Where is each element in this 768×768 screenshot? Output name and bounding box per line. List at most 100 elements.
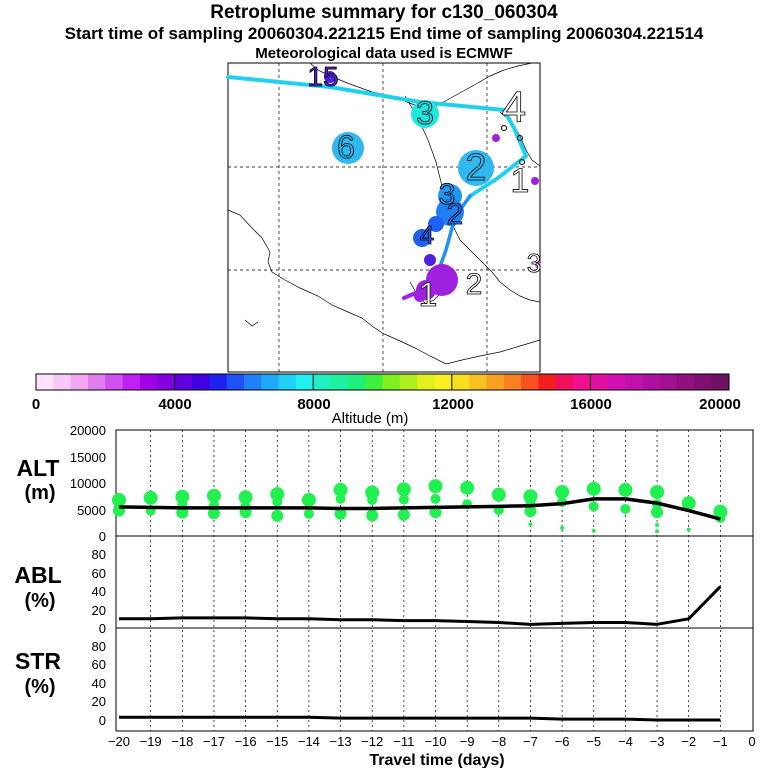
x-tick-label: −2	[681, 734, 696, 749]
map-label: 2	[447, 198, 464, 231]
abl-y-tick-label: 60	[92, 566, 106, 581]
plume-bubble	[411, 100, 439, 128]
colorbar-swatch	[590, 374, 609, 390]
coastline	[227, 209, 541, 365]
altitude-bubble	[655, 522, 660, 527]
abl-axis-unit: (%)	[24, 590, 55, 612]
colorbar-swatch	[555, 374, 574, 390]
altitude-bubble	[206, 488, 221, 503]
abl-line	[119, 585, 722, 626]
map-frame	[227, 62, 541, 373]
x-tick-label: −4	[618, 734, 633, 749]
str-axis-label: STR	[15, 648, 61, 674]
x-tick-label: −11	[393, 734, 414, 749]
colorbar-swatch	[538, 374, 557, 390]
alt-y-tick-label: 10000	[70, 476, 106, 491]
altitude-bubble	[143, 490, 158, 505]
alt-y-tick-label: 15000	[70, 450, 106, 465]
altitude-bubble	[366, 509, 379, 522]
altitude-bubble	[207, 507, 220, 520]
x-tick-label: −13	[330, 734, 352, 749]
altitude-bubble	[396, 482, 411, 497]
plume-bubble	[413, 229, 431, 247]
mean-altitude-line	[118, 497, 721, 521]
altitude-bubble	[272, 496, 283, 507]
plume-bubble	[492, 134, 500, 142]
altitude-bubble	[586, 481, 601, 496]
colorbar-tick-label: 8000	[297, 396, 330, 413]
plume-bubble	[414, 290, 426, 302]
met-data-note: Meteorological data used is ECMWF	[255, 45, 513, 62]
str-y-tick-label: 0	[99, 713, 106, 728]
altitude-bubble	[555, 485, 570, 500]
colorbar-swatch	[451, 374, 470, 390]
colorbar-title: Altitude (m)	[332, 410, 409, 427]
altitude-bubble	[398, 494, 409, 505]
altitude-bubble	[591, 528, 596, 533]
x-tick-label: −12	[361, 734, 383, 749]
x-tick-label: −17	[203, 734, 225, 749]
x-tick-label: −8	[491, 734, 506, 749]
plume-bubble	[332, 132, 364, 164]
plume-bubble	[436, 198, 464, 226]
str-label: STR (%)	[15, 648, 61, 698]
altitude-colorbar	[35, 373, 730, 391]
colorbar-swatch	[53, 374, 72, 390]
colorbar-tick-label: 0	[32, 396, 40, 413]
map-label: 2	[465, 147, 486, 189]
x-tick-label: −15	[266, 734, 288, 749]
altitude-bubble	[238, 490, 253, 505]
map-label: 15	[307, 61, 338, 92]
trajectory-segment	[226, 75, 528, 198]
x-tick-label: −14	[298, 734, 320, 749]
colorbar-swatch	[694, 374, 713, 390]
plume-bubble	[531, 177, 539, 185]
x-axis-title: Travel time (days)	[369, 752, 504, 768]
plume-bubble	[424, 254, 436, 266]
vertical-gridlines	[150, 430, 721, 731]
colorbar-swatch	[399, 374, 418, 390]
colorbar-swatch	[659, 374, 678, 390]
altitude-bubble	[334, 507, 347, 520]
x-tick-label: −16	[235, 734, 257, 749]
map-label: 3	[527, 248, 541, 278]
colorbar-tick-label: 4000	[158, 396, 191, 413]
altitude-bubble	[335, 493, 346, 504]
x-tick-label: −10	[424, 734, 446, 749]
x-tick-label: −7	[523, 734, 538, 749]
x-tick-label: −5	[586, 734, 601, 749]
altitude-bubble	[301, 492, 316, 507]
colorbar-swatch	[174, 374, 193, 390]
x-tick-label: −9	[460, 734, 475, 749]
map-label: 1	[511, 162, 530, 200]
abl-y-ticks: 80 60 40 20 0	[92, 547, 106, 636]
altitude-bubble	[333, 482, 348, 497]
chart-title: Retroplume summary for c130_060304	[210, 2, 558, 23]
colorbar-swatch	[642, 374, 661, 390]
plume-bubble	[324, 71, 336, 83]
colorbar-swatch	[521, 374, 539, 390]
abl-y-tick-label: 20	[92, 603, 106, 618]
colorbar-swatch	[313, 374, 332, 390]
plume-bubbles	[324, 71, 541, 302]
alt-y-tick-label: 5000	[77, 503, 106, 518]
str-y-tick-label: 20	[92, 694, 106, 709]
x-tick-label: −18	[171, 734, 193, 749]
alt-y-ticks: 20000 15000 10000 5000 0	[70, 423, 106, 544]
x-tick-label: 0	[748, 734, 755, 749]
altitude-bubbles	[112, 479, 728, 534]
alt-axis-unit: (m)	[24, 482, 55, 504]
altitude-bubble	[681, 496, 696, 511]
abl-y-tick-label: 40	[92, 584, 106, 599]
alt-y-tick-label: 20000	[70, 423, 106, 438]
altitude-bubble	[655, 529, 660, 534]
colorbar-tick-label: 20000	[699, 396, 741, 413]
sampling-times: Start time of sampling 20060304.221215 E…	[64, 24, 704, 43]
day-marker	[517, 135, 523, 141]
alt-y-tick-label: 0	[99, 529, 106, 544]
str-line	[119, 715, 721, 722]
altitude-bubble	[428, 479, 443, 494]
x-tick-labels: −20 −19 −18 −17 −16 −15 −14 −13 −12 −11 −10 −9 −8 −7−…	[108, 734, 756, 749]
plume-bubble	[535, 262, 541, 268]
map-label: 4	[502, 83, 526, 132]
